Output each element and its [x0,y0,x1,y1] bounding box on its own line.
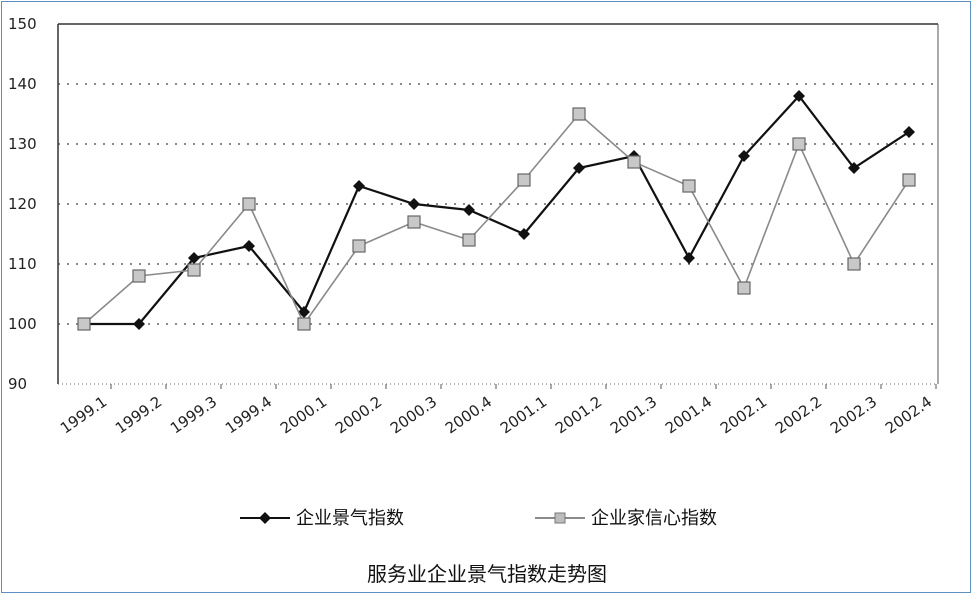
data-point [298,306,310,318]
grid-lines [58,83,938,325]
data-point [847,257,861,271]
axes [57,23,939,389]
x-tick-label: 2002.3 [827,393,880,438]
x-tick-label: 2000.1 [277,393,330,438]
data-point [297,317,311,331]
legend-marker-2 [554,512,566,524]
x-tick-label: 2001.2 [552,393,605,438]
data-point [683,252,695,264]
data-point [407,215,421,229]
x-tick-label: 2001.1 [497,393,550,438]
data-point [463,204,475,216]
data-point [517,173,531,187]
x-tick-label: 2001.4 [662,393,715,438]
data-point [573,162,585,174]
x-axis-ticks: 1999.1 1999.2 1999.3 1999.4 2000.1 2000.2 2000… [57,393,935,438]
data-point [903,126,915,138]
y-tick-label: 100 [8,315,37,333]
data-point [462,233,476,247]
x-tick-label: 2002.1 [717,393,770,438]
data-point [408,198,420,210]
y-tick-label: 90 [8,375,27,393]
x-tick-label: 1999.4 [222,393,275,438]
series-group [77,90,916,331]
series-line-1 [84,94,910,326]
legend-label-1: 企业景气指数 [296,508,404,529]
data-point [352,239,366,253]
data-point [132,269,146,283]
data-point [793,90,805,102]
y-tick-label: 130 [8,135,37,153]
data-point [848,162,860,174]
data-point [187,263,201,277]
x-tick-label: 2002.4 [882,393,935,438]
legend-label-2: 企业家信心指数 [591,508,717,529]
data-point [627,155,641,169]
legend-marker-1 [259,512,271,524]
data-point [902,173,916,187]
y-tick-label: 140 [8,75,37,93]
y-tick-label: 150 [8,15,37,33]
x-tick-label: 2000.3 [387,393,440,438]
x-tick-label: 2002.2 [772,393,825,438]
data-point [682,179,696,193]
data-point [243,240,255,252]
x-tick-label: 2000.4 [442,393,495,438]
data-point [572,107,586,121]
data-point [738,150,750,162]
x-tick-label: 2001.3 [607,393,660,438]
y-axis-ticks: 90 100 110 120 130 140 150 [8,15,37,393]
legend: 企业景气指数 企业家信心指数 [240,508,717,529]
x-tick-label: 1999.2 [112,393,165,438]
y-tick-label: 120 [8,195,37,213]
y-tick-label: 110 [8,255,37,273]
data-point [133,318,145,330]
data-point [188,252,200,264]
series-line-2 [83,112,910,326]
data-point [353,180,365,192]
x-tick-label: 1999.1 [57,393,110,438]
chart-title: 服务业企业景气指数走势图 [367,562,607,586]
data-point [737,281,751,295]
data-point [792,137,806,151]
data-point [518,228,530,240]
data-point [242,197,256,211]
x-tick-label: 2000.2 [332,393,385,438]
data-point [77,317,91,331]
x-tick-label: 1999.3 [167,393,220,438]
